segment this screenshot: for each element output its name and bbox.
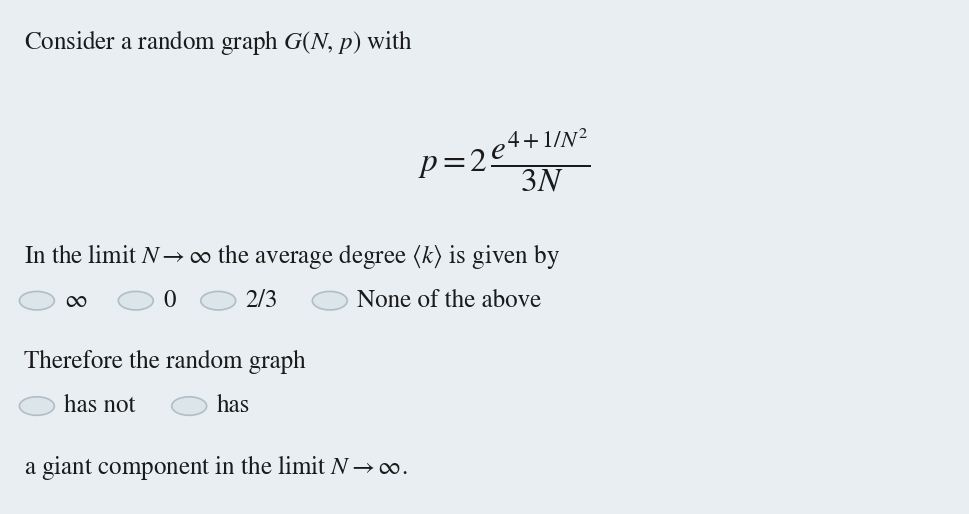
Text: $p = 2\,\dfrac{e^{4+1/N^2}}{3N}$: $p = 2\,\dfrac{e^{4+1/N^2}}{3N}$ (418, 126, 590, 194)
Text: Therefore the random graph: Therefore the random graph (24, 350, 305, 374)
Circle shape (312, 291, 347, 310)
Circle shape (19, 291, 54, 310)
Text: has not: has not (64, 394, 136, 418)
Text: $2/3$: $2/3$ (245, 289, 277, 313)
Circle shape (19, 397, 54, 415)
Text: a giant component in the limit $N \rightarrow \infty$.: a giant component in the limit $N \right… (24, 453, 408, 482)
Text: $\infty$: $\infty$ (64, 289, 87, 313)
Circle shape (201, 291, 235, 310)
Text: In the limit $N \rightarrow \infty$ the average degree $\langle k \rangle$ is gi: In the limit $N \rightarrow \infty$ the … (24, 242, 559, 270)
Text: has: has (216, 394, 249, 418)
Text: Consider a random graph $G(N,\, p)$ with: Consider a random graph $G(N,\, p)$ with (24, 28, 413, 57)
Text: None of the above: None of the above (357, 289, 541, 313)
Text: $0$: $0$ (163, 289, 176, 313)
Circle shape (118, 291, 153, 310)
Circle shape (172, 397, 206, 415)
